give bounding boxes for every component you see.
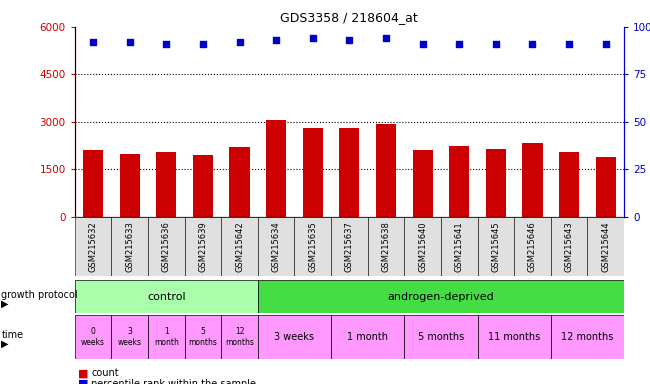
Bar	[120, 154, 140, 217]
Text: 5
months: 5 months	[188, 327, 217, 347]
Text: ■: ■	[78, 368, 88, 378]
Bar	[331, 217, 368, 276]
Bar	[111, 217, 148, 276]
Text: 1
month: 1 month	[154, 327, 179, 347]
Text: ▶: ▶	[1, 298, 9, 309]
Bar	[523, 142, 543, 217]
Point	[234, 39, 244, 45]
Point	[307, 35, 318, 41]
Text: 0
weeks: 0 weeks	[81, 327, 105, 347]
Bar	[404, 315, 478, 359]
Bar	[588, 217, 624, 276]
Text: control: control	[147, 291, 186, 302]
Title: GDS3358 / 218604_at: GDS3358 / 218604_at	[281, 11, 418, 24]
Text: count: count	[91, 368, 119, 378]
Text: GSM215638: GSM215638	[382, 221, 391, 272]
Bar	[111, 315, 148, 359]
Bar	[75, 315, 111, 359]
Text: 5 months: 5 months	[418, 332, 464, 342]
Bar	[185, 217, 221, 276]
Bar	[221, 315, 258, 359]
Bar	[449, 146, 469, 217]
Bar	[229, 147, 250, 217]
Text: 11 months: 11 months	[488, 332, 540, 342]
Bar	[368, 217, 404, 276]
Bar	[258, 280, 624, 313]
Bar	[75, 217, 111, 276]
Bar	[413, 151, 433, 217]
Bar	[376, 124, 396, 217]
Bar	[266, 120, 286, 217]
Bar	[331, 315, 404, 359]
Bar	[294, 217, 331, 276]
Text: GSM215640: GSM215640	[418, 222, 427, 272]
Text: time: time	[1, 330, 23, 340]
Text: GSM215646: GSM215646	[528, 221, 537, 272]
Bar	[595, 157, 616, 217]
Bar	[486, 149, 506, 217]
Bar	[478, 217, 514, 276]
Bar	[83, 151, 103, 217]
Bar	[339, 128, 359, 217]
Point	[564, 41, 575, 47]
Bar	[303, 128, 323, 217]
Point	[491, 41, 501, 47]
Point	[417, 41, 428, 47]
Text: 12 months: 12 months	[561, 332, 614, 342]
Text: GSM215635: GSM215635	[308, 221, 317, 272]
Bar	[514, 217, 551, 276]
Text: GSM215639: GSM215639	[198, 221, 207, 272]
Text: 12
months: 12 months	[225, 327, 254, 347]
Point	[161, 41, 172, 47]
Bar	[478, 315, 551, 359]
Point	[527, 41, 538, 47]
Point	[88, 39, 98, 45]
Text: GSM215633: GSM215633	[125, 221, 134, 272]
Text: ▶: ▶	[1, 339, 9, 349]
Bar	[148, 217, 185, 276]
Bar	[559, 152, 579, 217]
Bar	[156, 152, 176, 217]
Bar	[404, 217, 441, 276]
Text: GSM215636: GSM215636	[162, 221, 171, 272]
Text: GSM215644: GSM215644	[601, 222, 610, 272]
Bar	[221, 217, 258, 276]
Text: GSM215632: GSM215632	[88, 221, 98, 272]
Bar	[148, 315, 185, 359]
Text: GSM215634: GSM215634	[272, 221, 281, 272]
Text: growth protocol: growth protocol	[1, 290, 78, 300]
Text: GSM215645: GSM215645	[491, 222, 500, 272]
Point	[344, 37, 355, 43]
Bar	[441, 217, 478, 276]
Bar	[185, 315, 221, 359]
Bar	[258, 217, 294, 276]
Text: ■: ■	[78, 379, 88, 384]
Text: 3
weeks: 3 weeks	[118, 327, 142, 347]
Point	[125, 39, 135, 45]
Text: GSM215637: GSM215637	[345, 221, 354, 272]
Point	[198, 41, 208, 47]
Text: 1 month: 1 month	[347, 332, 388, 342]
Text: androgen-deprived: androgen-deprived	[387, 291, 494, 302]
Text: percentile rank within the sample: percentile rank within the sample	[91, 379, 256, 384]
Bar	[75, 280, 258, 313]
Point	[271, 37, 281, 43]
Text: GSM215643: GSM215643	[565, 221, 573, 272]
Bar	[551, 315, 624, 359]
Point	[454, 41, 464, 47]
Bar	[193, 155, 213, 217]
Point	[601, 41, 611, 47]
Text: 3 weeks: 3 weeks	[274, 332, 315, 342]
Point	[381, 35, 391, 41]
Text: GSM215641: GSM215641	[455, 222, 463, 272]
Bar	[551, 217, 588, 276]
Text: GSM215642: GSM215642	[235, 222, 244, 272]
Bar	[258, 315, 331, 359]
